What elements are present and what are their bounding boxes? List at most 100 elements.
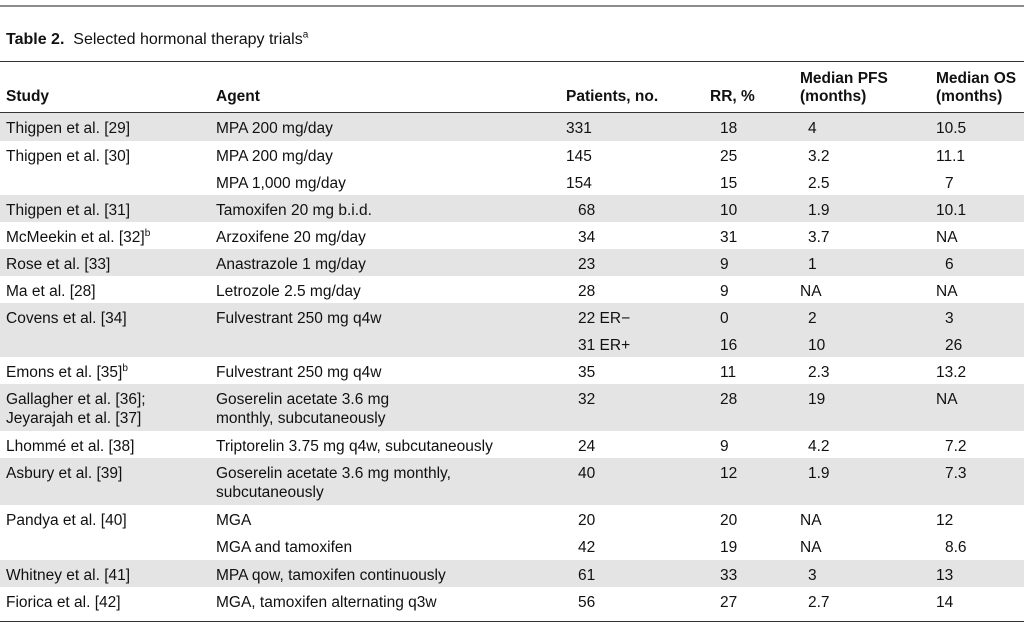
cell-rr: 28 — [720, 390, 737, 409]
cell-median-pfs: 19 — [808, 390, 825, 409]
cell-agent-text: Anastrazole 1 mg/day — [216, 256, 366, 273]
cell-median-os-text: 10.5 — [936, 120, 967, 137]
cell-rr: 16 — [720, 336, 737, 355]
cell-patients: 31 ER+ — [578, 336, 630, 355]
table-row: Covens et al. [34] Fulvestrant 250 mg q4w… — [0, 303, 1024, 330]
cell-median-pfs: 1.9 — [808, 464, 830, 483]
cell-study: Whitney et al. [41] — [6, 566, 130, 585]
table-row: Fiorica et al. [42] MGA, tamoxifen altern… — [0, 587, 1024, 615]
cell-rr-text: 16 — [720, 337, 738, 354]
cell-median-pfs-text: 10 — [808, 337, 826, 354]
cell-rr-text: 18 — [720, 120, 738, 137]
cell-agent-text: Goserelin acetate 3.6 mg — [216, 391, 390, 408]
cell-median-os: 10.1 — [936, 201, 966, 220]
cell-patients-text: 42 — [578, 539, 596, 556]
cell-agent-text: Fulvestrant 250 mg q4w — [216, 310, 382, 327]
cell-study: Thigpen et al. [30] — [6, 147, 130, 166]
cell-median-os: NA — [936, 228, 958, 247]
header-pfs-line1: Median PFS — [800, 70, 888, 87]
cell-median-os: 6 — [945, 255, 954, 274]
cell-median-pfs: 2 — [808, 309, 817, 328]
cell-patients: 40 — [578, 464, 595, 483]
table-row: Emons et al. [35]b Fulvestrant 250 mg q4w… — [0, 357, 1024, 384]
header-agent: Agent — [216, 88, 260, 105]
cell-patients-text: 34 — [578, 229, 596, 246]
cell-agent-text: subcutaneously — [216, 484, 324, 501]
cell-median-os-text: NA — [936, 391, 958, 408]
cell-patients: 61 — [578, 566, 595, 585]
cell-patients: 56 — [578, 593, 595, 612]
cell-patients-text: 22 ER− — [578, 310, 631, 327]
table-bottom-rule — [0, 621, 1024, 622]
cell-agent: MGA — [216, 511, 251, 530]
cell-agent: Tamoxifen 20 mg b.i.d. — [216, 201, 372, 220]
cell-rr: 9 — [720, 282, 729, 301]
cell-median-os-text: 13 — [936, 567, 954, 584]
cell-rr-text: 25 — [720, 148, 738, 165]
cell-patients: 34 — [578, 228, 595, 247]
cell-rr: 27 — [720, 593, 737, 612]
table-row: Thigpen et al. [29] MPA 200 mg/day 331 18 4 1… — [0, 113, 1024, 141]
cell-patients: 331 — [566, 119, 592, 138]
cell-study-text: Pandya et al. [40] — [6, 512, 127, 529]
cell-study: Ma et al. [28] — [6, 282, 96, 301]
table-row: 31 ER+ 16 10 26 — [0, 330, 1024, 357]
cell-agent-text: MPA 200 mg/day — [216, 148, 333, 165]
table-row: Thigpen et al. [31] Tamoxifen 20 mg b.i.d… — [0, 195, 1024, 222]
cell-median-pfs: 2.7 — [808, 593, 830, 612]
cell-agent: Triptorelin 3.75 mg q4w, subcutaneously — [216, 437, 493, 456]
cell-study-text: Fiorica et al. [42] — [6, 594, 121, 611]
cell-median-os-text: 11.1 — [936, 148, 966, 165]
cell-patients-text: 68 — [578, 202, 596, 219]
cell-rr: 9 — [720, 437, 729, 456]
cell-patients: 68 — [578, 201, 595, 220]
table-top-rule — [0, 61, 1024, 62]
cell-rr-text: 15 — [720, 175, 738, 192]
cell-rr-text: 33 — [720, 567, 738, 584]
cell-median-pfs: 2.5 — [808, 174, 830, 193]
header-median-os: Median OS (months) — [936, 70, 1016, 106]
cell-study: Pandya et al. [40] — [6, 511, 127, 530]
cell-study: McMeekin et al. [32]b — [6, 228, 150, 247]
cell-median-os-text: NA — [936, 283, 958, 300]
cell-patients: 32 — [578, 390, 595, 409]
cell-median-os: 7.3 — [945, 464, 967, 483]
cell-study-text: Rose et al. [33] — [6, 256, 111, 273]
table-row: Rose et al. [33] Anastrazole 1 mg/day 23 9 1… — [0, 249, 1024, 276]
cell-study: Gallagher et al. [36]; Jeyarajah et al. [… — [6, 390, 146, 428]
cell-rr: 25 — [720, 147, 737, 166]
cell-study-text: Covens et al. [34] — [6, 310, 127, 327]
cell-patients-text: 145 — [566, 148, 592, 165]
cell-median-os-text: 14 — [936, 594, 954, 611]
cell-median-os: 3 — [945, 309, 954, 328]
cell-patients-text: 35 — [578, 364, 596, 381]
table-row: Lhommé et al. [38] Triptorelin 3.75 mg q4… — [0, 431, 1024, 458]
cell-median-os: 14 — [936, 593, 953, 612]
cell-median-os-text: 7.2 — [945, 438, 967, 455]
cell-agent-text: MPA qow, tamoxifen continuously — [216, 567, 446, 584]
cell-patients: 42 — [578, 538, 595, 557]
cell-median-pfs-text: 1 — [808, 256, 817, 273]
cell-study-text: Asbury et al. [39] — [6, 465, 123, 482]
header-os-line2: (months) — [936, 88, 1003, 105]
cell-median-pfs: 2.3 — [808, 363, 830, 382]
table-body: Thigpen et al. [29] MPA 200 mg/day 331 18 4 1… — [0, 113, 1024, 615]
cell-patients: 23 — [578, 255, 595, 274]
cell-median-os: 13.2 — [936, 363, 966, 382]
footnote-mark: b — [122, 362, 128, 374]
cell-median-pfs: NA — [800, 538, 822, 557]
table-row: McMeekin et al. [32]b Arzoxifene 20 mg/da… — [0, 222, 1024, 249]
cell-rr: 9 — [720, 255, 729, 274]
cell-agent: MGA, tamoxifen alternating q3w — [216, 593, 437, 612]
cell-median-os: NA — [936, 390, 958, 409]
cell-agent: Arzoxifene 20 mg/day — [216, 228, 366, 247]
cell-median-os: 7.2 — [945, 437, 967, 456]
table-row: Thigpen et al. [30] MPA 200 mg/day 145 25 3.… — [0, 141, 1024, 168]
cell-median-pfs-text: 19 — [808, 391, 826, 408]
cell-median-os: 12 — [936, 511, 953, 530]
cell-agent-text: MGA and tamoxifen — [216, 539, 353, 556]
cell-study: Thigpen et al. [29] — [6, 119, 130, 138]
cell-rr: 33 — [720, 566, 737, 585]
cell-agent: MPA 200 mg/day — [216, 119, 333, 138]
cell-patients: 145 — [566, 147, 592, 166]
